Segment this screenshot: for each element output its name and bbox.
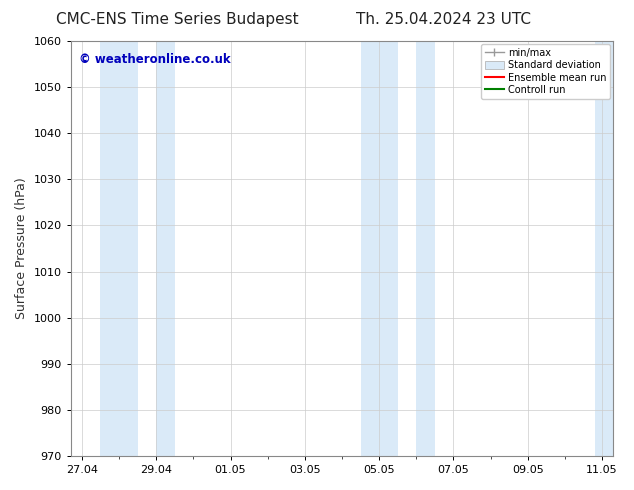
Legend: min/max, Standard deviation, Ensemble mean run, Controll run: min/max, Standard deviation, Ensemble me… bbox=[481, 44, 611, 99]
Bar bbox=[156, 41, 175, 456]
Text: Th. 25.04.2024 23 UTC: Th. 25.04.2024 23 UTC bbox=[356, 12, 531, 27]
Y-axis label: Surface Pressure (hPa): Surface Pressure (hPa) bbox=[15, 178, 28, 319]
Bar bbox=[417, 41, 435, 456]
Bar bbox=[100, 41, 138, 456]
Text: © weatheronline.co.uk: © weatheronline.co.uk bbox=[79, 53, 231, 67]
Bar bbox=[595, 41, 613, 456]
Bar bbox=[361, 41, 398, 456]
Text: CMC-ENS Time Series Budapest: CMC-ENS Time Series Budapest bbox=[56, 12, 299, 27]
